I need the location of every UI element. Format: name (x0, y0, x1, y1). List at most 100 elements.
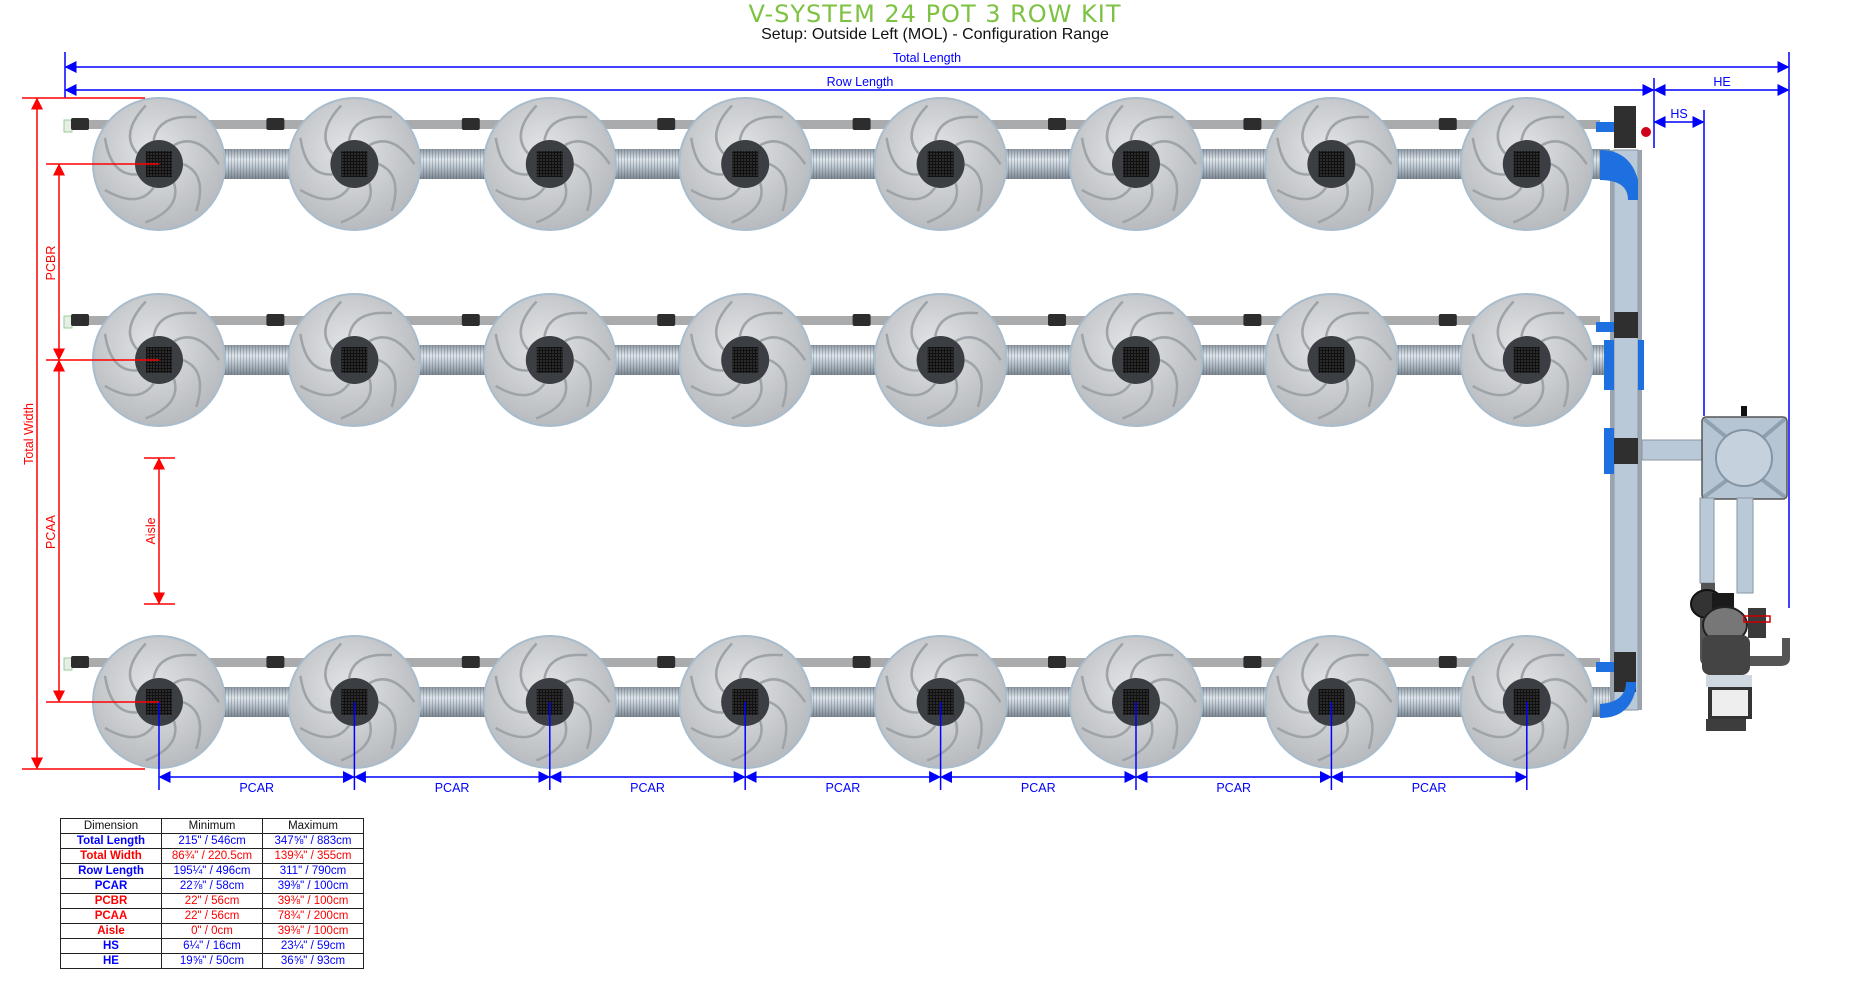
pot (1438, 293, 1594, 427)
connector (852, 118, 871, 130)
pcbr-label: PCBR (44, 246, 58, 281)
cell-dimension: Total Length (60, 833, 162, 849)
pot (461, 97, 617, 231)
drain-grid (1318, 151, 1345, 177)
table-row: Total Length 215" / 546cm 347⅝" / 883cm (60, 833, 364, 849)
pot (1438, 97, 1594, 231)
drain-grid (341, 347, 368, 373)
manifold (1596, 106, 1705, 718)
elbow-bottom (1600, 682, 1636, 718)
table-row: PCAA 22" / 56cm 78¾" / 200cm (60, 908, 364, 924)
table-header-row: Dimension Minimum Maximum (60, 818, 364, 834)
reservoir (1699, 406, 1788, 594)
column-header: Maximum (262, 818, 364, 834)
connector (1048, 118, 1066, 130)
pot (1048, 635, 1203, 769)
drain-grid (1513, 151, 1540, 177)
total-length-label: Total Length (893, 51, 961, 65)
dim-total-length: Total Length (64, 51, 1790, 608)
connector (461, 656, 480, 668)
drip-line (70, 658, 1600, 667)
pots (71, 97, 1594, 769)
cell-dimension: PCAR (60, 878, 162, 894)
table-row: HS 6¼" / 16cm 23¼" / 59cm (60, 938, 364, 954)
dim-total-width: Total Width (22, 97, 145, 770)
valve-icon (1641, 127, 1651, 137)
connector (1243, 118, 1262, 130)
table-row: HE 19⅝" / 50cm 36⅝" / 93cm (60, 953, 364, 969)
cell-dimension: HE (60, 953, 162, 969)
cell-dimension: Row Length (60, 863, 162, 879)
he-label: HE (1713, 75, 1730, 89)
pcar-label: PCAR (826, 781, 861, 795)
pcar-label: PCAR (1216, 781, 1251, 795)
cell-min: 22⅞" / 58cm (161, 878, 263, 894)
pot (1243, 293, 1399, 427)
cell-min: 19⅝" / 50cm (161, 953, 263, 969)
drain-grid (536, 347, 563, 373)
table-row: Row Length 195¼" / 496cm 311" / 790cm (60, 863, 364, 879)
pot (1438, 635, 1594, 769)
cell-max: 347⅝" / 883cm (262, 833, 364, 849)
connector (71, 656, 89, 668)
elbow-top (1600, 150, 1638, 200)
column-header: Minimum (161, 818, 263, 834)
cell-dimension: Total Width (60, 848, 162, 864)
pot (1048, 97, 1203, 231)
pot (852, 293, 1008, 427)
pot (657, 97, 813, 231)
drain-grid (927, 347, 954, 373)
drain-grid (341, 151, 368, 177)
cell-max: 39⅜" / 100cm (262, 878, 364, 894)
connector (1438, 118, 1457, 130)
pot (266, 293, 422, 427)
connector (71, 118, 89, 130)
drain-grid (1123, 347, 1149, 373)
connector (852, 656, 871, 668)
cell-min: 6¼" / 16cm (161, 938, 263, 954)
hs-label: HS (1670, 107, 1687, 121)
drain-grid (536, 151, 563, 177)
dim-he: HE (1653, 75, 1790, 96)
cell-max: 311" / 790cm (262, 863, 364, 879)
connector (1438, 656, 1457, 668)
pcar-label: PCAR (1412, 781, 1447, 795)
pcar-label: PCAR (1021, 781, 1056, 795)
pot (1243, 97, 1399, 231)
pot (461, 635, 617, 769)
pot (266, 635, 422, 769)
connector (71, 314, 89, 326)
cell-max: 78¾" / 200cm (262, 908, 364, 924)
end-cap (63, 315, 73, 329)
diagram-subtitle: Setup: Outside Left (MOL) - Configuratio… (761, 26, 1109, 43)
cell-min: 195¼" / 496cm (161, 863, 263, 879)
pcar-label: PCAR (239, 781, 274, 795)
cell-min: 22" / 56cm (161, 908, 263, 924)
connector (1243, 656, 1262, 668)
drain-grid (927, 151, 954, 177)
column-header: Dimension (60, 818, 162, 834)
cell-min: 0" / 0cm (161, 923, 263, 939)
table-row: Aisle 0" / 0cm 39⅜" / 100cm (60, 923, 364, 939)
connector (461, 314, 480, 326)
end-cap (63, 657, 73, 671)
dim-pcbr: PCBR (44, 163, 159, 361)
pot (657, 635, 813, 769)
cell-dimension: HS (60, 938, 162, 954)
pcar-label: PCAR (630, 781, 665, 795)
cell-dimension: Aisle (60, 923, 162, 939)
aisle-label: Aisle (144, 517, 158, 544)
pump (1690, 583, 1790, 731)
dim-aisle: Aisle (144, 457, 175, 605)
cell-min: 215" / 546cm (161, 833, 263, 849)
connector (657, 656, 676, 668)
connector (657, 314, 676, 326)
table-row: Total Width 86¾" / 220.5cm 139¾" / 355cm (60, 848, 364, 864)
cell-dimension: PCAA (60, 908, 162, 924)
pcaa-label: PCAA (44, 514, 58, 549)
drip-line (70, 120, 1600, 129)
total-width-label: Total Width (22, 403, 36, 465)
drain-grid (1513, 347, 1540, 373)
dim-pcaa: PCAA (44, 359, 159, 703)
